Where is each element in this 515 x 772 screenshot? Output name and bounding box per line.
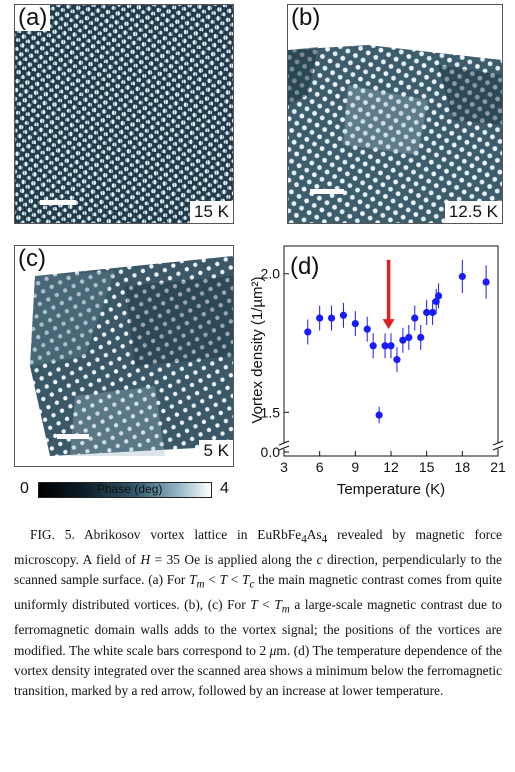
y-tick-label: 2.0 <box>261 266 281 282</box>
data-point <box>405 333 413 342</box>
data-point <box>458 272 466 281</box>
panel-c-image: (c) 5 K <box>14 245 234 467</box>
data-point <box>399 336 407 344</box>
data-point <box>429 308 437 317</box>
panel-a-image: (a) 15 K <box>14 4 234 224</box>
x-tick-label: 9 <box>351 459 359 475</box>
axis-break-mark <box>492 440 504 451</box>
colorbar-gradient: Phase (deg) <box>38 482 212 498</box>
vortex-lattice-image-a <box>15 5 233 223</box>
temperature-label-c: 5 K <box>199 440 233 462</box>
colorbar-min-label: 0 <box>20 480 29 497</box>
axis-break-mark <box>278 440 290 451</box>
scale-bar-b <box>310 189 344 194</box>
data-point <box>432 297 440 306</box>
figure-caption: FIG. 5. Abrikosov vortex lattice in EuRb… <box>14 527 503 699</box>
panel-label-c: (c) <box>15 246 49 272</box>
data-point <box>339 311 348 319</box>
y-tick-label: 0.0 <box>261 444 281 460</box>
data-point <box>351 320 359 328</box>
data-point <box>434 292 443 300</box>
vortex-lattice-image-b <box>288 5 502 223</box>
scale-bar-a <box>40 200 76 205</box>
colorbar-max-label: 4 <box>220 480 229 497</box>
panel-label-d: (d) <box>290 253 319 280</box>
panel-label-b: (b) <box>288 5 324 31</box>
red-arrow-head <box>382 319 395 330</box>
x-axis-label: Temperature (K) <box>337 481 445 498</box>
colorbar-title: Phase (deg) <box>97 482 163 496</box>
axis-break-gap <box>280 443 288 449</box>
colorbar: 0 Phase (deg) 4 <box>20 480 250 506</box>
x-tick-label: 18 <box>455 459 471 475</box>
data-point <box>423 308 431 317</box>
y-tick-label: 1.5 <box>261 404 281 420</box>
data-point <box>393 356 401 364</box>
y-axis-label: Vortex density (1/µm²) <box>250 276 266 423</box>
x-tick-label: 3 <box>280 459 288 475</box>
data-point <box>327 314 336 322</box>
x-tick-label: 6 <box>316 459 324 475</box>
data-point <box>482 278 490 286</box>
data-point <box>411 314 419 322</box>
data-point <box>316 314 324 322</box>
x-tick-label: 12 <box>383 459 399 475</box>
temperature-label-a: 15 K <box>190 201 233 223</box>
panel-b-image: (b) 12.5 K <box>287 4 503 224</box>
x-tick-label: 21 <box>490 459 506 475</box>
data-point <box>417 333 425 342</box>
data-point <box>381 342 389 350</box>
axis-break-gap <box>494 443 502 449</box>
scale-bar-c <box>57 434 89 439</box>
x-tick-label: 15 <box>419 459 435 475</box>
vortex-lattice-image-c <box>15 246 233 466</box>
data-point <box>375 411 383 419</box>
data-point <box>369 342 377 350</box>
vortex-density-chart: (d) 3 6 9 12 15 18 21 0.0 1.5 2.0 Temperature (K)… <box>250 245 506 498</box>
data-point <box>363 325 371 333</box>
temperature-label-b: 12.5 K <box>444 201 502 223</box>
data-point <box>387 342 395 350</box>
data-point <box>304 328 312 336</box>
panel-label-a: (a) <box>15 5 51 31</box>
